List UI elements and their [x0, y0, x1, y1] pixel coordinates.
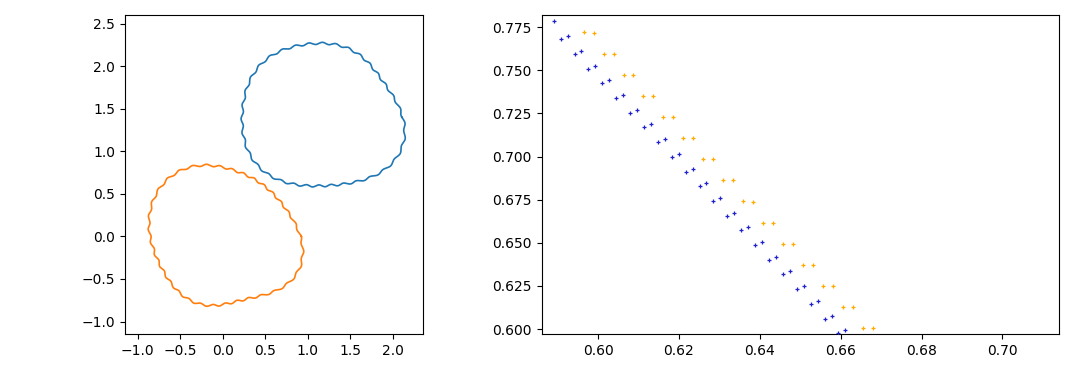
Point	[858, 360, 875, 366]
Point	[837, 327, 854, 333]
Point	[575, 29, 592, 35]
Point	[746, 242, 764, 248]
Point	[636, 125, 653, 131]
Point	[825, 283, 842, 289]
Point	[663, 154, 680, 160]
Point	[755, 220, 772, 226]
Point	[767, 254, 784, 260]
Point	[684, 166, 701, 172]
Point	[644, 93, 662, 99]
Point	[814, 283, 831, 289]
Point	[625, 72, 642, 78]
Point	[585, 29, 603, 35]
Point	[802, 301, 819, 307]
Point	[685, 135, 702, 141]
Point	[774, 241, 792, 247]
Point	[677, 169, 694, 175]
Point	[874, 346, 891, 352]
Point	[552, 36, 569, 42]
Point	[628, 107, 645, 113]
Point	[670, 151, 687, 157]
Point	[580, 66, 597, 72]
Point	[674, 135, 692, 141]
Point	[558, 33, 576, 39]
Point	[605, 51, 622, 57]
Point	[781, 269, 798, 275]
Point	[586, 63, 604, 69]
Point	[865, 357, 882, 363]
Point	[851, 342, 868, 348]
Point	[595, 51, 612, 57]
Point	[725, 178, 742, 184]
Point	[754, 239, 771, 245]
Point	[809, 298, 826, 304]
Point	[884, 347, 901, 352]
Point	[691, 183, 708, 189]
Point	[572, 48, 590, 54]
Point	[855, 325, 872, 331]
Point	[705, 198, 722, 204]
Point	[795, 262, 812, 268]
Point	[635, 93, 652, 99]
Point	[744, 199, 761, 205]
Point	[765, 220, 782, 226]
Point	[712, 195, 729, 201]
Point	[726, 210, 743, 216]
Point	[594, 80, 611, 86]
Point	[622, 110, 639, 116]
Point	[642, 121, 659, 127]
Point	[830, 330, 847, 336]
Point	[816, 316, 833, 322]
Point	[732, 228, 750, 233]
Point	[823, 313, 840, 319]
Point	[714, 177, 731, 183]
Point	[740, 225, 757, 231]
Point	[608, 95, 625, 101]
Point	[865, 325, 882, 331]
Point	[784, 241, 801, 247]
Point	[879, 372, 896, 373]
Point	[615, 72, 633, 78]
Point	[655, 114, 672, 120]
Point	[895, 367, 912, 373]
Point	[844, 304, 861, 310]
Point	[614, 92, 632, 98]
Point	[566, 51, 583, 57]
Point	[774, 272, 792, 278]
Point	[565, 9, 582, 15]
Point	[788, 286, 806, 292]
Point	[844, 345, 861, 351]
Point	[904, 368, 921, 373]
Point	[600, 77, 618, 83]
Point	[834, 304, 852, 310]
Point	[695, 156, 712, 162]
Point	[650, 139, 667, 145]
Point	[665, 114, 682, 120]
Point	[719, 213, 736, 219]
Point	[735, 198, 752, 204]
Point	[656, 136, 673, 142]
Point	[555, 8, 572, 14]
Point	[804, 262, 822, 268]
Point	[760, 257, 778, 263]
Point	[546, 18, 563, 24]
Point	[705, 156, 722, 162]
Point	[795, 283, 812, 289]
Point	[698, 180, 715, 186]
